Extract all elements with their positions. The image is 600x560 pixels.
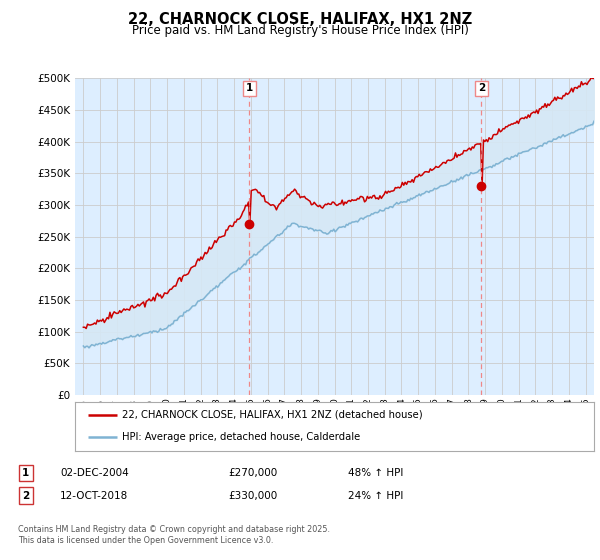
Text: 2: 2 (22, 491, 29, 501)
Text: 24% ↑ HPI: 24% ↑ HPI (348, 491, 403, 501)
Text: Contains HM Land Registry data © Crown copyright and database right 2025.
This d: Contains HM Land Registry data © Crown c… (18, 525, 330, 545)
Text: 02-DEC-2004: 02-DEC-2004 (60, 468, 129, 478)
Text: Price paid vs. HM Land Registry's House Price Index (HPI): Price paid vs. HM Land Registry's House … (131, 24, 469, 36)
Text: 2: 2 (478, 83, 485, 93)
Text: £330,000: £330,000 (228, 491, 277, 501)
Text: 1: 1 (22, 468, 29, 478)
Text: 48% ↑ HPI: 48% ↑ HPI (348, 468, 403, 478)
Text: 1: 1 (246, 83, 253, 93)
Text: 12-OCT-2018: 12-OCT-2018 (60, 491, 128, 501)
Text: 22, CHARNOCK CLOSE, HALIFAX, HX1 2NZ: 22, CHARNOCK CLOSE, HALIFAX, HX1 2NZ (128, 12, 472, 27)
Text: HPI: Average price, detached house, Calderdale: HPI: Average price, detached house, Cald… (122, 432, 360, 442)
Text: £270,000: £270,000 (228, 468, 277, 478)
Text: 22, CHARNOCK CLOSE, HALIFAX, HX1 2NZ (detached house): 22, CHARNOCK CLOSE, HALIFAX, HX1 2NZ (de… (122, 410, 422, 420)
